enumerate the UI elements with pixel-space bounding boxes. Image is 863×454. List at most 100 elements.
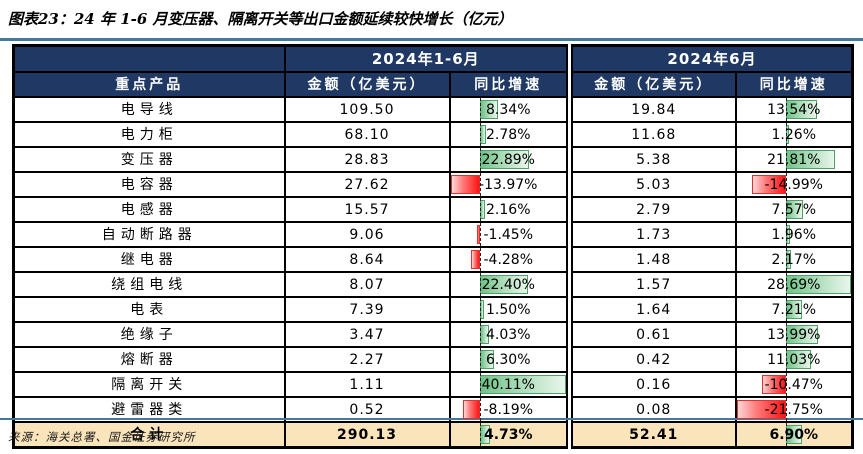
product-cell: 电力柜 — [12, 121, 286, 148]
amount-h1-cell: 28.83 — [283, 146, 451, 173]
product-cell: 自动断路器 — [12, 221, 286, 248]
yoy-june-cell: -10.47% — [734, 371, 854, 398]
yoy-h1-value: 22.40% — [481, 276, 535, 293]
databar — [477, 225, 481, 244]
databar-axis — [785, 324, 787, 345]
yoy-june-value: 1.26% — [771, 126, 816, 143]
amount-june-cell: 1.73 — [566, 221, 737, 248]
column-header-amount-h1: 金额（亿美元） — [283, 71, 451, 98]
databar — [762, 375, 786, 394]
amount-h1-cell: 8.64 — [283, 246, 451, 273]
yoy-june-value: 1.96% — [771, 226, 816, 243]
amount-june-cell: 11.68 — [566, 121, 737, 148]
table-row: 隔离开关 1.11 40.11% 0.16 -10.47% — [12, 371, 854, 398]
databar-axis — [785, 124, 787, 145]
bottom-divider-line — [0, 418, 863, 420]
databar-axis — [480, 299, 482, 320]
amount-june-cell: 5.03 — [566, 171, 737, 198]
yoy-h1-cell: 2.78% — [448, 121, 571, 148]
product-cell: 电表 — [12, 296, 286, 323]
table-row: 变压器 28.83 22.89% 5.38 21.81% — [12, 146, 854, 173]
column-header-row: 重点产品 金额（亿美元） 同比增速 金额（亿美元） 同比增速 — [12, 71, 854, 98]
amount-june-cell: 2.79 — [566, 196, 737, 223]
period-header-june: 2024年6月 — [566, 44, 854, 73]
yoy-june-cell: 1.96% — [734, 221, 854, 248]
databar-axis — [785, 423, 787, 446]
amount-june-cell: 1.48 — [566, 246, 737, 273]
table-row: 熔断器 2.27 6.30% 0.42 11.03% — [12, 346, 854, 373]
amount-h1-cell: 3.47 — [283, 321, 451, 348]
amount-june-cell: 0.16 — [566, 371, 737, 398]
yoy-june-value: -14.99% — [764, 176, 823, 193]
table-row: 电感器 15.57 2.16% 2.79 7.57% — [12, 196, 854, 223]
yoy-h1-cell: -4.28% — [448, 246, 571, 273]
product-cell: 隔离开关 — [12, 371, 286, 398]
total-row: 合计 290.13 4.73% 52.41 6.90% — [12, 421, 854, 449]
databar-axis — [480, 274, 482, 295]
yoy-h1-value: 40.11% — [481, 376, 535, 393]
table-row: 绕组电线 8.07 22.40% 1.57 28.69% — [12, 271, 854, 298]
databar-axis — [785, 399, 787, 420]
yoy-h1-cell: 22.40% — [448, 271, 571, 298]
amount-h1-cell: 2.27 — [283, 346, 451, 373]
yoy-june-cell: 11.03% — [734, 346, 854, 373]
databar-axis — [785, 299, 787, 320]
databar-axis — [785, 374, 787, 395]
yoy-h1-value: 2.78% — [486, 126, 531, 143]
yoy-june-value: 2.17% — [771, 251, 816, 268]
column-header-product: 重点产品 — [12, 71, 286, 98]
databar-axis — [785, 249, 787, 270]
yoy-h1-cell: -13.97% — [448, 171, 571, 198]
export-data-table: 2024年1-6月 2024年6月 重点产品 金额（亿美元） 同比增速 金额（亿… — [12, 44, 855, 449]
yoy-june-value: 7.21% — [771, 301, 816, 318]
yoy-h1-value: 1.50% — [486, 301, 531, 318]
yoy-june-value: 13.54% — [767, 101, 821, 118]
table-row: 继电器 8.64 -4.28% 1.48 2.17% — [12, 246, 854, 273]
yoy-june-cell: 7.57% — [734, 196, 854, 223]
databar-axis — [785, 224, 787, 245]
yoy-june-value: 21.81% — [767, 151, 821, 168]
yoy-june-cell: 13.54% — [734, 96, 854, 123]
databar-axis — [480, 374, 482, 395]
period-header-h1: 2024年1-6月 — [283, 44, 571, 73]
yoy-june-cell: 7.21% — [734, 296, 854, 323]
yoy-june-cell: 28.69% — [734, 271, 854, 298]
product-cell: 电容器 — [12, 171, 286, 198]
yoy-h1-value: 22.89% — [481, 151, 535, 168]
yoy-h1-cell: 4.03% — [448, 321, 571, 348]
amount-june-cell: 5.38 — [566, 146, 737, 173]
column-header-yoy-h1: 同比增速 — [448, 71, 571, 98]
table-row: 电表 7.39 1.50% 1.64 7.21% — [12, 296, 854, 323]
source-note: 来源：海关总署、国金证券研究所 — [8, 430, 196, 444]
product-cell: 变压器 — [12, 146, 286, 173]
databar-axis — [480, 124, 482, 145]
amount-h1-cell: 1.11 — [283, 371, 451, 398]
databar-axis — [480, 174, 482, 195]
amount-h1-cell: 7.39 — [283, 296, 451, 323]
table-row: 绝缘子 3.47 4.03% 0.61 13.99% — [12, 321, 854, 348]
databar-axis — [480, 399, 482, 420]
product-cell: 继电器 — [12, 246, 286, 273]
databar-axis — [480, 423, 482, 446]
yoy-h1-value: -13.97% — [479, 176, 538, 193]
yoy-june-cell: -21.75% — [734, 396, 854, 423]
databar-axis — [785, 349, 787, 370]
table-row: 电力柜 68.10 2.78% 11.68 1.26% — [12, 121, 854, 148]
amount-june-cell: 19.84 — [566, 96, 737, 123]
yoy-h1-value: -1.45% — [483, 226, 534, 243]
yoy-h1-cell: 8.34% — [448, 96, 571, 123]
yoy-june-value: 6.90% — [769, 426, 819, 443]
databar — [471, 250, 481, 269]
amount-june-cell: 0.61 — [566, 321, 737, 348]
table-row: 自动断路器 9.06 -1.45% 1.73 1.96% — [12, 221, 854, 248]
amount-h1-cell: 15.57 — [283, 196, 451, 223]
databar-axis — [785, 199, 787, 220]
amount-june-cell: 52.41 — [566, 421, 737, 449]
blank-header-cell — [12, 44, 286, 73]
table-row: 电导线 109.50 8.34% 19.84 13.54% — [12, 96, 854, 123]
amount-h1-cell: 9.06 — [283, 221, 451, 248]
yoy-h1-value: -8.19% — [483, 401, 534, 418]
amount-h1-cell: 109.50 — [283, 96, 451, 123]
figure-title: 图表23：24 年 1-6 月变压器、隔离开关等出口金额延续较快增长（亿元） — [8, 10, 513, 28]
databar-axis — [480, 199, 482, 220]
